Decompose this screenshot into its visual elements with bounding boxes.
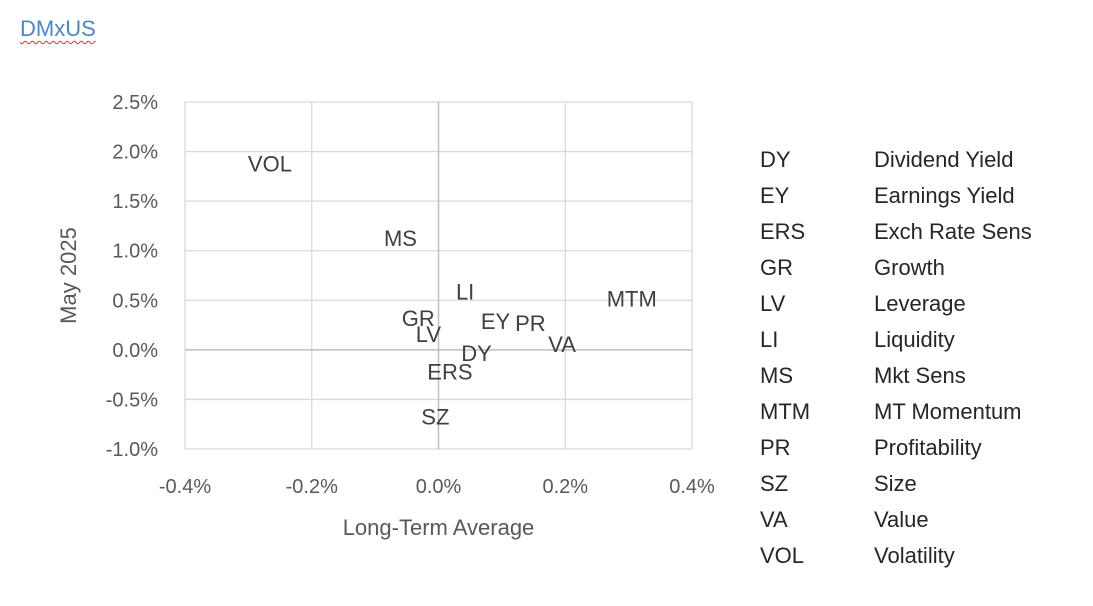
legend-row-ms: MS Mkt Sens — [760, 360, 1032, 396]
y-tick-label: -1.0% — [106, 439, 158, 461]
x-tick-label: -0.4% — [159, 476, 211, 498]
legend-row-va: VA Value — [760, 504, 1032, 540]
point-label-gr: GR — [402, 306, 435, 331]
legend-name: Volatility — [874, 543, 955, 568]
legend-row-mtm: MTM MT Momentum — [760, 396, 1032, 432]
page-title: DMxUS — [20, 16, 96, 41]
legend-row-ey: EY Earnings Yield — [760, 180, 1032, 216]
point-label-va: VA — [548, 332, 576, 357]
legend-name: Dividend Yield — [874, 147, 1014, 172]
legend-name: Leverage — [874, 291, 966, 316]
point-label-pr: PR — [515, 311, 546, 336]
legend-name: Exch Rate Sens — [874, 219, 1032, 244]
point-label-ms: MS — [384, 226, 417, 251]
y-tick-label: 0.5% — [112, 290, 158, 312]
scatter-chart: -1.0% -0.5% 0.0% 0.5% 1.0% 1.5% 2.0% 2.5% -0.4%… — [56, 92, 715, 540]
legend-name: Liquidity — [874, 327, 955, 352]
point-label-mtm: MTM — [607, 286, 657, 311]
y-axis-title: May 2025 — [56, 227, 81, 324]
point-label-dy: DY — [461, 341, 492, 366]
legend-code: DY — [760, 147, 791, 172]
legend-row-lv: LV Leverage — [760, 288, 1032, 324]
legend-name: Value — [874, 507, 929, 532]
x-tick-label: 0.2% — [542, 476, 588, 498]
x-tick-label: -0.2% — [286, 476, 338, 498]
legend-code: PR — [760, 435, 791, 460]
legend-code: EY — [760, 183, 790, 208]
y-tick-label: 2.5% — [112, 92, 158, 114]
x-tick-label: 0.4% — [669, 476, 715, 498]
legend-code: ERS — [760, 219, 806, 244]
legend-row-sz: SZ Size — [760, 468, 1032, 504]
legend-code: SZ — [760, 471, 789, 496]
legend-row-ers: ERS Exch Rate Sens — [760, 216, 1032, 252]
legend-code: GR — [760, 255, 793, 280]
x-axis-ticks: -0.4% -0.2% 0.0% 0.2% 0.4% — [159, 476, 715, 498]
point-label-ey: EY — [481, 309, 511, 334]
point-label-li: LI — [456, 279, 474, 304]
point-label-lv: LV — [416, 322, 442, 347]
x-axis-title: Long-Term Average — [343, 515, 535, 540]
legend-name: MT Momentum — [874, 399, 1022, 424]
legend-row-li: LI Liquidity — [760, 324, 1032, 360]
point-label-sz: SZ — [421, 404, 449, 429]
legend-code: MS — [760, 363, 793, 388]
legend: DY Dividend Yield EY Earnings Yield ERS Exch … — [760, 144, 1032, 576]
legend-name: Size — [874, 471, 917, 496]
legend-name: Mkt Sens — [874, 363, 966, 388]
legend-row-vol: VOL Volatility — [760, 540, 1032, 576]
legend-code: VA — [760, 507, 788, 532]
legend-code: LV — [760, 291, 786, 316]
point-label-vol: VOL — [248, 151, 292, 176]
y-axis-ticks: -1.0% -0.5% 0.0% 0.5% 1.0% 1.5% 2.0% 2.5% — [106, 92, 158, 461]
legend-code: LI — [760, 327, 779, 352]
legend-row-pr: PR Profitability — [760, 432, 1032, 468]
legend-row-gr: GR Growth — [760, 252, 1032, 288]
legend-name: Earnings Yield — [874, 183, 1015, 208]
y-tick-label: 0.0% — [112, 340, 158, 362]
y-tick-label: -0.5% — [106, 389, 158, 411]
x-tick-label: 0.0% — [416, 476, 462, 498]
y-tick-label: 1.5% — [112, 191, 158, 213]
y-tick-label: 2.0% — [112, 142, 158, 164]
y-tick-label: 1.0% — [112, 241, 158, 263]
point-label-ers: ERS — [427, 360, 472, 385]
legend-code: VOL — [760, 543, 805, 568]
legend-name: Growth — [874, 255, 945, 280]
legend-code: MTM — [760, 399, 811, 424]
zero-axis-lines — [185, 102, 692, 449]
legend-name: Profitability — [874, 435, 982, 460]
legend-row-dy: DY Dividend Yield — [760, 144, 1032, 180]
